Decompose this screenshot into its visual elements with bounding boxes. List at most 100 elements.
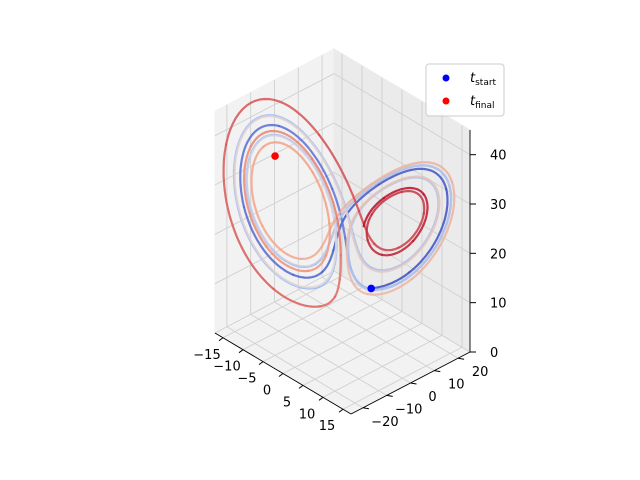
trajectory-segment	[366, 238, 383, 256]
trajectory-segment	[239, 123, 281, 209]
trajectory-segment	[420, 179, 441, 249]
trajectory-segment	[310, 157, 339, 220]
y-tick-label: 0	[428, 390, 436, 405]
trajectory-segment	[411, 181, 453, 276]
legend: tstart tfinal	[425, 63, 505, 117]
trajectory-segment	[341, 183, 380, 223]
x-tick	[338, 408, 344, 413]
y-tick-label: −10	[395, 402, 422, 417]
final-marker	[271, 152, 279, 160]
grid-z-right	[333, 73, 471, 156]
trajectory-segment	[249, 129, 314, 160]
trajectory-segment	[336, 184, 375, 224]
trajectory-segment	[262, 141, 314, 174]
trajectory-segment	[305, 155, 335, 216]
trajectory-segment	[338, 254, 342, 281]
trajectory-segment	[318, 133, 361, 213]
trajectory-segment	[350, 279, 369, 296]
x-tick	[238, 349, 244, 354]
x-tick	[278, 373, 284, 377]
x-tick-label: 10	[299, 407, 316, 422]
z-tick-label: 40	[490, 149, 507, 164]
grid-z-right	[333, 221, 471, 304]
endpoint-markers	[271, 152, 376, 293]
trajectory-segment	[410, 180, 456, 281]
trajectory-segment	[318, 295, 337, 308]
z-tick-label: 30	[490, 198, 507, 213]
grid-y-floor	[274, 301, 411, 384]
trajectory-segment	[261, 224, 302, 260]
legend-marker-start	[442, 74, 450, 82]
legend-marker-final	[442, 97, 450, 105]
trajectory-segment	[371, 259, 409, 272]
y-tick	[386, 394, 393, 397]
x-tick	[258, 361, 264, 365]
grid-z-right	[333, 171, 471, 254]
trajectory-segment	[348, 221, 361, 258]
trajectory-segment	[292, 270, 324, 279]
start-marker	[367, 284, 376, 293]
x-tick-label: 15	[319, 419, 336, 434]
trajectory-segment	[347, 249, 355, 276]
trajectory-segment	[377, 167, 448, 191]
trajectory-segment	[382, 186, 425, 200]
trajectory-segment	[272, 287, 322, 308]
trajectory-segment	[373, 242, 400, 252]
trajectory-segment	[320, 220, 336, 249]
trajectory-segment	[362, 196, 385, 228]
trajectory-segment	[378, 246, 423, 273]
y-tick	[410, 382, 417, 385]
z-tick-label: 20	[490, 247, 507, 262]
y-tick-label: 20	[472, 365, 489, 380]
y-tick	[434, 370, 441, 373]
trajectory-segment	[249, 134, 308, 158]
grid-y-floor	[250, 314, 387, 396]
x-tick-label: −5	[237, 372, 256, 387]
z-tick-label: 10	[490, 297, 507, 312]
trajectory-segment	[299, 246, 323, 260]
trajectory-segment	[370, 161, 454, 186]
trajectory-segment	[328, 251, 337, 278]
x-tick-label: 0	[263, 384, 271, 399]
trajectory-segment	[243, 144, 268, 248]
trajectory-segment	[365, 213, 373, 241]
trajectory-segment	[322, 159, 351, 225]
trajectory-segment	[369, 175, 431, 199]
trajectory-segment	[233, 125, 261, 256]
trajectory-segment	[400, 190, 426, 215]
trajectory-segment	[277, 124, 334, 190]
trajectory-segment	[372, 164, 450, 187]
trajectory-segment	[366, 278, 413, 296]
trajectory-segment	[335, 217, 342, 257]
trajectory-segment	[247, 115, 325, 162]
x-tick-label: −15	[193, 348, 220, 363]
y-tick	[362, 407, 369, 410]
x-tick	[298, 385, 304, 389]
trajectory-segment	[345, 229, 351, 260]
trajectory-segment	[307, 248, 328, 268]
trajectory-segment	[348, 196, 372, 232]
trajectory-segment	[258, 253, 311, 289]
trajectory-line	[222, 97, 456, 308]
legend-label-final: tfinal	[470, 94, 495, 111]
trajectory-segment	[242, 205, 295, 276]
trajectory-segment	[245, 153, 272, 248]
grid-z-left	[214, 270, 335, 334]
trajectory-segment	[265, 245, 310, 273]
trajectory-segment	[346, 257, 353, 282]
trajectory-segment	[412, 193, 429, 243]
x-tick-label: 5	[283, 395, 291, 410]
trajectory-segment	[307, 254, 328, 272]
trajectory-segment	[308, 275, 331, 289]
trajectory-segment	[311, 171, 331, 225]
trajectory-segment	[408, 188, 449, 274]
grid-y-floor	[321, 276, 459, 359]
y-tick-label: 10	[448, 378, 465, 393]
grid-y-floor	[298, 289, 435, 371]
trajectory-segment	[380, 239, 415, 257]
trajectory-segment	[250, 145, 265, 227]
grid-z-left	[214, 73, 335, 137]
grid-z-right	[333, 270, 471, 353]
